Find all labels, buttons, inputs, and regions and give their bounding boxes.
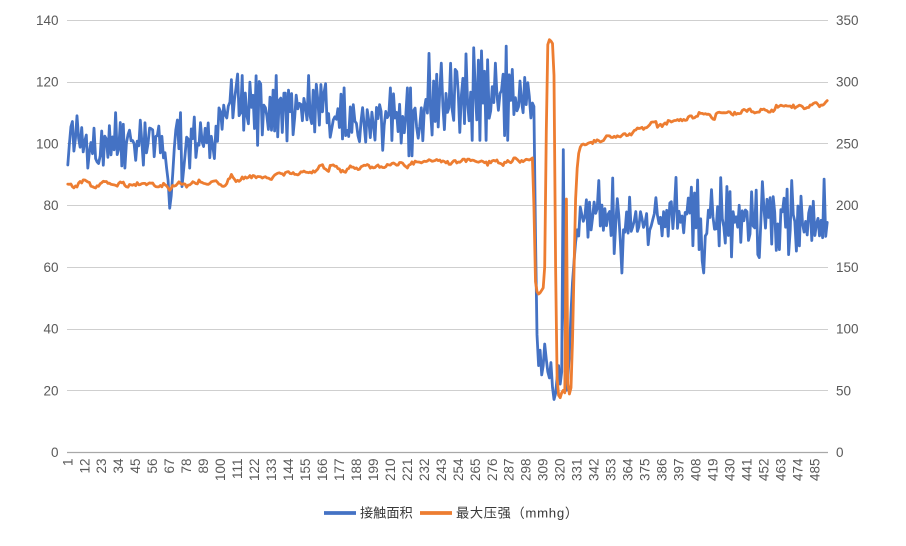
svg-text:298: 298 <box>519 459 534 482</box>
svg-text:350: 350 <box>836 13 859 28</box>
svg-text:232: 232 <box>417 459 432 482</box>
svg-text:250: 250 <box>836 136 859 151</box>
svg-text:188: 188 <box>349 459 364 482</box>
svg-text:最大压强（mmhg）: 最大压强（mmhg） <box>456 506 579 521</box>
svg-text:342: 342 <box>587 459 602 482</box>
svg-text:120: 120 <box>36 75 59 90</box>
svg-text:309: 309 <box>536 459 551 482</box>
svg-text:89: 89 <box>196 459 211 474</box>
svg-text:199: 199 <box>366 459 381 482</box>
svg-text:254: 254 <box>451 458 466 481</box>
svg-text:166: 166 <box>315 459 330 482</box>
svg-text:20: 20 <box>43 383 58 398</box>
svg-text:221: 221 <box>400 459 415 482</box>
svg-text:155: 155 <box>298 459 313 482</box>
svg-text:210: 210 <box>383 459 398 482</box>
svg-text:276: 276 <box>485 459 500 482</box>
svg-text:150: 150 <box>836 260 859 275</box>
svg-text:375: 375 <box>638 459 653 482</box>
svg-text:386: 386 <box>655 459 670 482</box>
svg-text:140: 140 <box>36 13 59 28</box>
svg-text:100: 100 <box>36 136 59 151</box>
svg-text:80: 80 <box>43 198 58 213</box>
svg-text:40: 40 <box>43 322 58 337</box>
svg-text:287: 287 <box>502 459 517 482</box>
svg-text:接触面积: 接触面积 <box>360 505 413 521</box>
svg-text:122: 122 <box>247 459 262 482</box>
svg-text:0: 0 <box>51 445 59 460</box>
svg-text:397: 397 <box>672 459 687 482</box>
svg-text:320: 320 <box>553 459 568 482</box>
svg-text:34: 34 <box>111 458 126 474</box>
svg-text:408: 408 <box>689 459 704 482</box>
svg-text:463: 463 <box>773 459 788 482</box>
svg-text:300: 300 <box>836 75 859 90</box>
svg-text:78: 78 <box>179 459 194 474</box>
svg-text:441: 441 <box>740 459 755 482</box>
svg-text:1: 1 <box>60 459 75 467</box>
svg-text:100: 100 <box>213 459 228 482</box>
svg-text:60: 60 <box>43 260 58 275</box>
svg-text:45: 45 <box>128 459 143 474</box>
svg-text:67: 67 <box>162 459 177 474</box>
svg-text:133: 133 <box>264 459 279 482</box>
svg-text:23: 23 <box>94 459 109 474</box>
svg-text:474: 474 <box>790 458 805 481</box>
svg-text:419: 419 <box>706 459 721 482</box>
svg-text:364: 364 <box>621 458 636 481</box>
svg-text:111: 111 <box>230 459 245 480</box>
svg-text:485: 485 <box>807 459 822 482</box>
svg-text:144: 144 <box>281 458 296 481</box>
svg-text:265: 265 <box>468 459 483 482</box>
svg-text:200: 200 <box>836 198 859 213</box>
svg-text:56: 56 <box>145 459 160 474</box>
svg-text:50: 50 <box>836 383 851 398</box>
svg-text:430: 430 <box>723 459 738 482</box>
svg-text:177: 177 <box>332 459 347 482</box>
svg-text:353: 353 <box>604 459 619 482</box>
svg-text:331: 331 <box>570 459 585 482</box>
svg-text:243: 243 <box>434 459 449 482</box>
svg-text:12: 12 <box>77 459 92 474</box>
svg-text:100: 100 <box>836 322 859 337</box>
svg-text:0: 0 <box>836 445 844 460</box>
svg-text:452: 452 <box>756 459 771 482</box>
